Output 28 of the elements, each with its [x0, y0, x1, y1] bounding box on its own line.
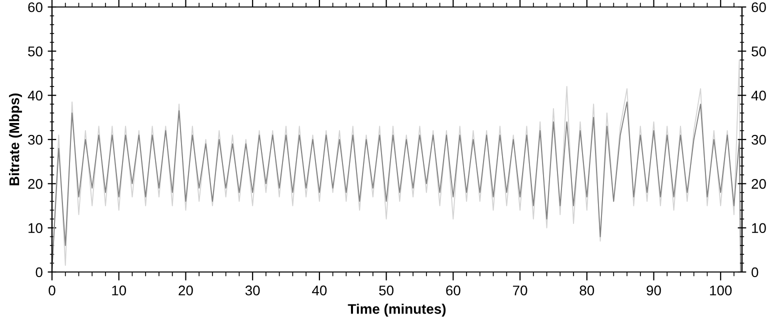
y2-tick-label: 10	[752, 223, 766, 234]
x-tick-label: 50	[379, 286, 394, 296]
x-tick-label: 80	[580, 286, 594, 296]
y-tick-label: 30	[28, 134, 42, 145]
y-tick-label: 50	[28, 46, 42, 56]
y-tick-label: 10	[28, 223, 42, 234]
x-tick-label: 70	[513, 286, 528, 296]
y2-tick-label: 40	[751, 90, 766, 101]
y2-tick-label: 0	[752, 267, 758, 278]
x-tick-label: 60	[446, 286, 460, 296]
y2-tick-label: 50	[752, 46, 766, 56]
y-tick-label: 40	[28, 90, 42, 101]
y2-tick-label: 60	[752, 2, 766, 12]
y2-tick-label: 30	[752, 134, 766, 145]
x-tick-label: 100	[710, 286, 732, 296]
x-axis-title: Time (minutes)	[348, 304, 446, 317]
x-tick-label: 30	[245, 286, 260, 296]
x-tick-label: 10	[112, 286, 126, 296]
x-tick-label: 0	[48, 286, 56, 296]
y-tick-label: 60	[28, 2, 42, 12]
x-tick-label: 40	[312, 286, 327, 296]
y-tick-label: 0	[36, 267, 42, 278]
y-tick-label: 20	[28, 179, 42, 189]
x-tick-label: 90	[646, 286, 661, 296]
line-series	[52, 101, 742, 272]
y-axis-title: Bitrate (Mbps)	[9, 94, 22, 186]
y2-tick-label: 20	[752, 179, 766, 189]
x-tick-label: 20	[178, 286, 193, 296]
